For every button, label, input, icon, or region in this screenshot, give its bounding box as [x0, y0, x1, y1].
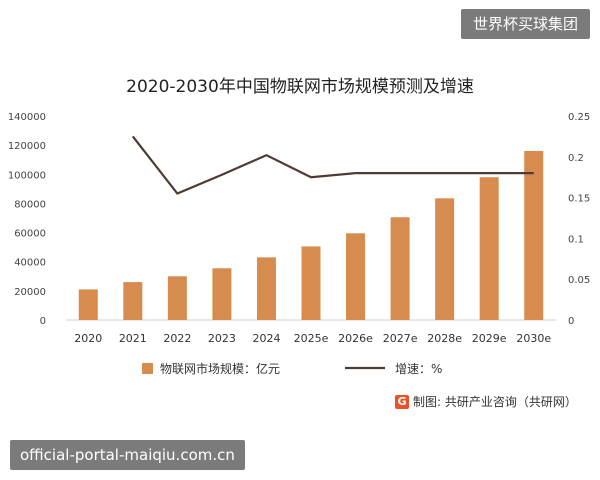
axes: 0 20000 40000 60000 80000 100000 120000 140000 0…	[8, 112, 590, 345]
x-tick-label: 2025e	[294, 332, 329, 345]
source-note: G 制图: 共研产业咨询（共研网）	[395, 393, 577, 410]
x-tick-label: 2023	[208, 332, 236, 345]
y-left-tick-label: 140000	[8, 112, 46, 123]
y-left-tick-label: 40000	[14, 258, 46, 269]
y-left-tick-label: 100000	[8, 170, 46, 181]
x-tick-label: 2028e	[427, 332, 462, 345]
y-left-tick-label: 60000	[14, 229, 46, 240]
source-text: 制图: 共研产业咨询（共研网）	[413, 395, 577, 409]
bar	[78, 289, 98, 320]
legend: 物联网市场规模：亿元 增速：%	[142, 361, 442, 376]
x-tick-label: 2020	[74, 332, 102, 345]
legend-label-bar: 物联网市场规模：亿元	[160, 361, 280, 376]
bar	[524, 150, 544, 320]
y-right-tick-label: 0.1	[568, 234, 584, 245]
y-right-tick-label: 0	[568, 316, 574, 327]
legend-label-line: 增速：%	[395, 362, 442, 376]
y-left-tick-label: 80000	[14, 199, 46, 210]
bar	[212, 268, 232, 320]
y-right-tick-label: 0.05	[568, 275, 590, 286]
y-right-tick-label: 0.25	[568, 112, 590, 123]
x-tick-label: 2022	[163, 332, 191, 345]
bar	[256, 257, 276, 320]
x-tick-label: 2021	[119, 332, 147, 345]
bar	[167, 276, 187, 320]
x-tick-label: 2029e	[472, 332, 507, 345]
bar	[390, 217, 410, 320]
x-tick-label: 2027e	[383, 332, 418, 345]
y-left-tick-label: 0	[40, 316, 46, 327]
bars	[78, 150, 544, 320]
chart-title: 2020-2030年中国物联网市场规模预测及增速	[126, 77, 474, 97]
growth-line-path	[131, 135, 534, 195]
x-tick-label: 2026e	[338, 332, 373, 345]
watermark-top: 世界杯买球集团	[460, 9, 590, 39]
y-left-tick-label: 120000	[8, 141, 46, 152]
bar	[479, 177, 499, 320]
x-tick-label: 2030e	[516, 332, 551, 345]
y-right-tick-label: 0.15	[568, 194, 590, 205]
watermark-bottom: official-portal-maiqiu.com.cn	[10, 440, 245, 470]
legend-swatch-bar	[142, 363, 153, 374]
bar	[435, 198, 455, 320]
bar	[123, 282, 143, 320]
logo-g-icon: G	[395, 394, 409, 409]
x-tick-label: 2024	[252, 332, 280, 345]
y-left-tick-label: 20000	[14, 287, 46, 298]
bar	[346, 233, 366, 320]
growth-line	[131, 135, 534, 195]
y-right-tick-label: 0.2	[568, 153, 584, 164]
bar	[301, 246, 321, 320]
